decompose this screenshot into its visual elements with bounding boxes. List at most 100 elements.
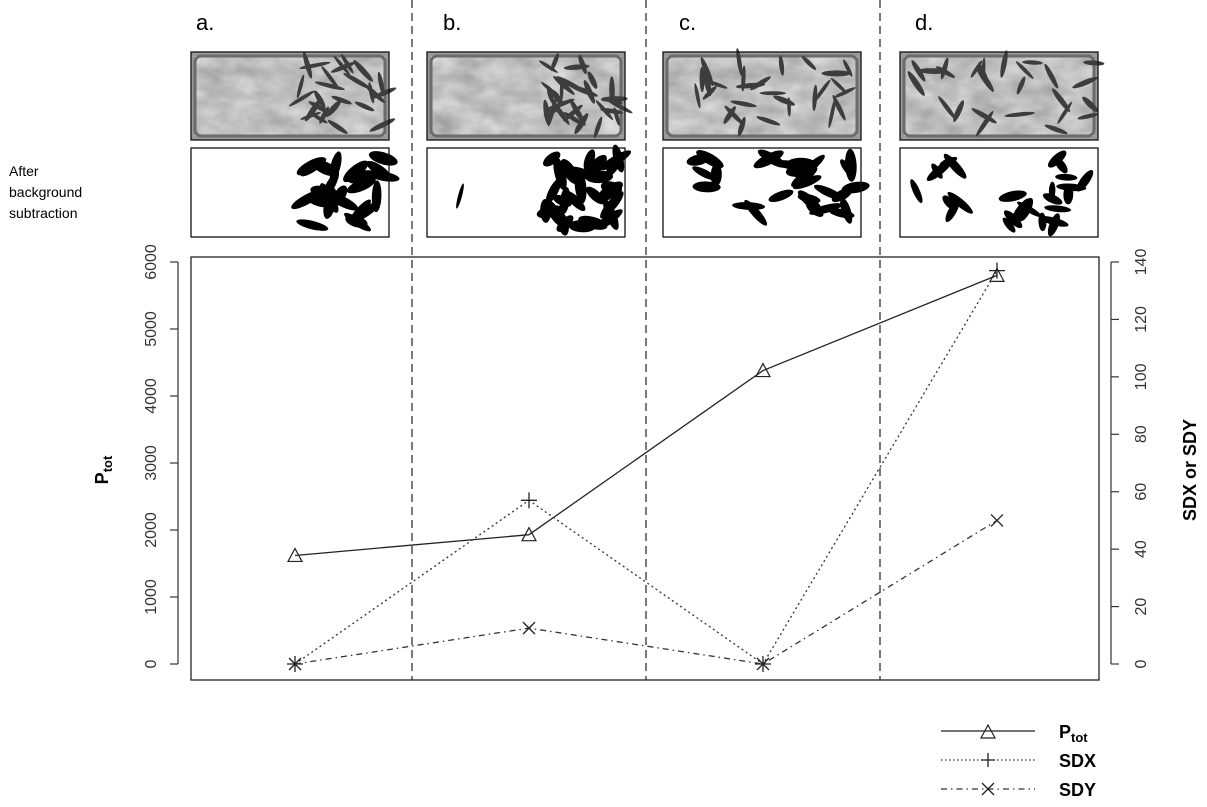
chart: 0 1000 2000 3000 4000 5000 6000 0 20 40 60 80 100 12…: [92, 0, 1200, 681]
left-tick-label-2000: 2000: [143, 512, 160, 548]
point-sdy-3: [756, 657, 770, 671]
photo-a-fish-26: [321, 65, 340, 90]
mask-b: [426, 144, 632, 238]
photo-c-fish-24: [723, 106, 736, 124]
photo-a-fish-17: [340, 53, 354, 74]
series-line-ptot: [294, 274, 998, 557]
legend-marker-sdy: [981, 782, 995, 796]
mask-c-blob-25: [840, 197, 853, 224]
photo-d-fish-19: [1044, 63, 1059, 89]
photo-c-fish-23: [756, 116, 781, 126]
mask-c-blob-24: [744, 199, 768, 226]
photo-c-fish-16: [801, 55, 817, 70]
point-ptot-1: [286, 547, 304, 563]
mask-b-blob-12: [552, 194, 572, 207]
panel-letters: a. b. c. d.: [196, 10, 933, 35]
mask-b-blob-22: [583, 149, 596, 171]
mask-d-blob-23: [942, 195, 957, 211]
point-sdx-4: [989, 262, 1005, 279]
photo-c-fish-11: [702, 69, 712, 97]
photo-a-frame: [190, 51, 390, 141]
photo-d-fish-16: [938, 96, 957, 120]
photo-c-fish-20: [750, 76, 771, 91]
point-sdy-2: [522, 621, 536, 635]
mask-b-blob-27: [546, 200, 560, 220]
mask-d-blob-22: [998, 190, 1027, 202]
panel-letter-c: c.: [679, 10, 696, 35]
panel-letter-d: d.: [915, 10, 933, 35]
series-layer: [286, 262, 1006, 672]
photo-d-fish-20: [1051, 88, 1071, 113]
photo-d-fish-22: [1044, 124, 1068, 135]
left-y-axis: 0 1000 2000 3000 4000 5000 6000: [143, 244, 179, 668]
photo-c-fish-12: [821, 70, 852, 77]
photo-d-fish-10: [1083, 60, 1105, 66]
legend-label-ptot-subscript: tot: [1071, 730, 1088, 745]
mask-a-frame: [190, 147, 390, 238]
mask-d-blob-11: [926, 159, 953, 182]
plot-frame: [190, 256, 1100, 681]
right-axis-title: SDX or SDY: [1180, 419, 1200, 521]
mask-c-blob-13: [768, 189, 794, 203]
photo-c-fish-5: [830, 77, 847, 93]
mask-c-frame: [662, 147, 862, 238]
background-subtracted-masks: [190, 144, 1099, 238]
photo-a-fish-13: [377, 71, 385, 97]
mask-a-blob-22: [347, 170, 377, 184]
photo-d-fish-9: [1022, 60, 1043, 65]
right-tick-label-60: 60: [1133, 483, 1150, 501]
photo-d-fish-1: [1077, 113, 1099, 120]
panel-letter-a: a.: [196, 10, 214, 35]
photo-c-fish-21: [832, 94, 846, 121]
mask-b-blob-28: [597, 181, 623, 201]
photo-c-fish-3: [700, 57, 714, 86]
photo-b: [426, 51, 633, 141]
mask-a-blob-6: [346, 177, 376, 194]
photo-a-water: [195, 56, 385, 136]
photo-b-fish-22: [541, 81, 560, 98]
photo-b-fish-16: [578, 54, 587, 75]
right-tick-label-0: 0: [1133, 659, 1150, 668]
photo-a-fish-18: [325, 100, 342, 117]
mask-d-blob-12: [910, 179, 923, 204]
legend-label-sdy: SDY: [1059, 780, 1096, 800]
panel-letter-b: b.: [443, 10, 461, 35]
point-ptot-4: [988, 267, 1006, 282]
photo-d-fish-26: [940, 57, 949, 80]
legend-label-ptot-main: P: [1059, 722, 1071, 742]
legend-marker-sdx: [981, 753, 995, 767]
mask-c-blob-28: [797, 193, 821, 204]
mask-c-blob-19: [845, 148, 857, 182]
photo-c-fish-14: [730, 100, 757, 108]
legend-entry-sdx: SDX: [941, 751, 1096, 771]
photo-d-fish-6: [1082, 96, 1099, 113]
photo-b-fish-18: [563, 112, 583, 125]
mask-a: [190, 147, 400, 238]
photo-a-fish-20: [372, 87, 397, 99]
photo-d-fish-23: [978, 62, 989, 82]
photo-b-rim: [429, 54, 623, 138]
photo-c-fish-19: [706, 80, 728, 89]
photo-a-fish-24: [288, 90, 315, 107]
fish-tank-photos: [190, 48, 1105, 141]
background-subtraction-label-line-3: subtraction: [9, 205, 77, 221]
point-sdy-4: [990, 513, 1004, 527]
left-axis-title: Ptot: [92, 455, 115, 484]
mask-d-blob-24: [1055, 158, 1068, 174]
photo-b-fish-29: [595, 100, 614, 121]
legend-entry-sdy: SDY: [941, 780, 1096, 800]
photo-c-water: [667, 56, 857, 136]
mask-d-blob-21: [1018, 197, 1034, 222]
mask-d-blob-6: [947, 191, 973, 214]
photo-a-fish-1: [331, 95, 352, 105]
mask-d-blob-19: [1044, 205, 1072, 213]
right-tick-label-40: 40: [1133, 540, 1150, 558]
mask-b-blob-23: [586, 154, 607, 178]
mask-b-blob-30: [568, 220, 596, 233]
legend-label-sdx: SDX: [1059, 751, 1096, 771]
mask-c-blob-3: [692, 166, 717, 181]
photo-d-rim: [902, 54, 1096, 138]
legend-marker-ptot: [979, 723, 997, 739]
legend-entry-ptot: Ptot: [941, 722, 1088, 745]
photo-c-fish-28: [813, 79, 831, 103]
